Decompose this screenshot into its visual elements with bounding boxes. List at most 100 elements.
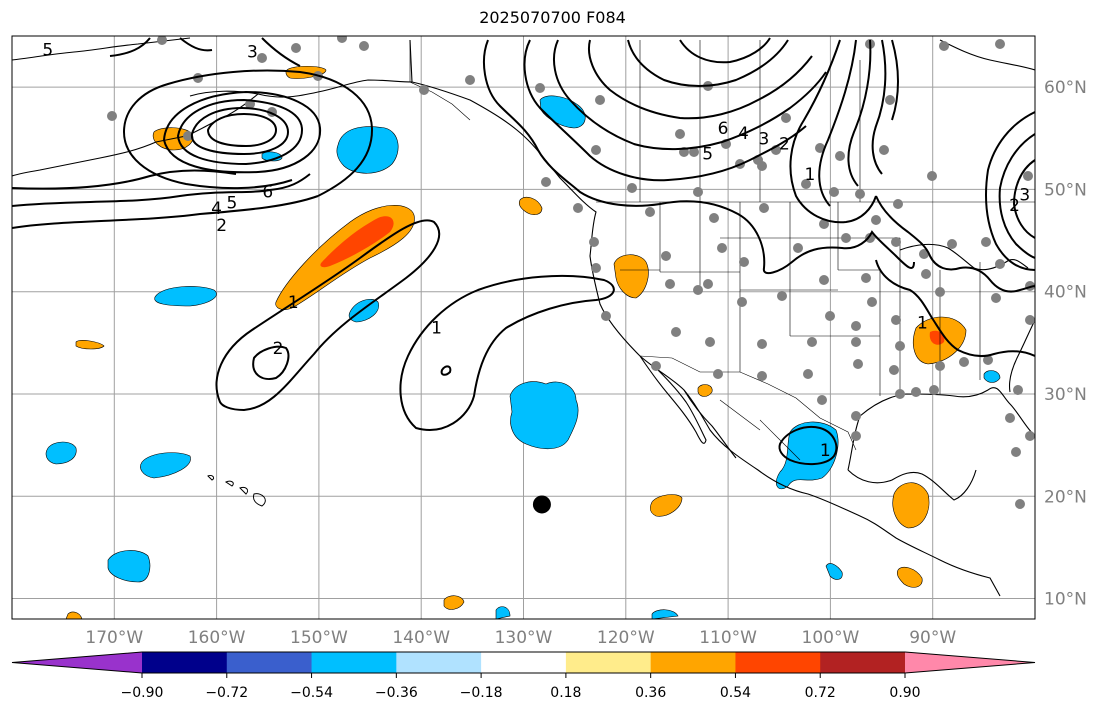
strong-positive-anomaly-patch <box>929 330 945 345</box>
strong-positive-anomaly-patch <box>320 216 394 268</box>
contour-line <box>588 39 813 120</box>
negative-anomaly-patch <box>825 563 843 580</box>
contour-line <box>891 39 899 121</box>
contour-line <box>998 133 1035 259</box>
negative-anomaly-patch <box>45 441 77 465</box>
contour-label: 3 <box>1019 186 1030 206</box>
negative-anomaly-patch <box>154 286 217 307</box>
contour-line <box>778 426 838 466</box>
latitude-tick-label: 10°N <box>1044 590 1087 610</box>
contour-label: 2 <box>273 339 284 359</box>
contour-label: 5 <box>702 145 713 165</box>
position-marker-layer <box>532 495 551 514</box>
contour-label: 3 <box>247 42 258 62</box>
latitude-tick-label: 40°N <box>1044 283 1087 303</box>
contour-line <box>875 259 1035 358</box>
positive-anomaly-patch <box>613 254 649 299</box>
latitude-tick-labels: 60°N 50°N 40°N 30°N 20°N 10°N <box>1044 78 1087 609</box>
positive-anomaly-patch <box>75 340 105 350</box>
colorbar-tick-label: −0.54 <box>290 685 333 701</box>
positive-anomaly-patch <box>892 482 930 529</box>
alaska-canada-border <box>409 40 471 121</box>
negative-anomaly-patch <box>348 299 379 323</box>
contour-label: 4 <box>738 124 749 144</box>
colorbar <box>11 651 1036 674</box>
colorbar-segment <box>735 652 821 673</box>
contour-line <box>206 112 278 148</box>
colorbar-tick-label: −0.72 <box>205 685 248 701</box>
contour-line <box>109 37 213 57</box>
contour-label: 5 <box>227 194 238 214</box>
longitude-tick-label: 160°W <box>188 628 246 648</box>
colorbar-tick-label: −0.90 <box>121 685 164 701</box>
colorbar-tick-label: 0.36 <box>635 685 666 701</box>
colorbar-segment <box>650 652 736 673</box>
longitude-tick-label: 90°W <box>909 628 956 648</box>
contour-label: 2 <box>1009 196 1020 216</box>
positive-anomaly-patch <box>697 384 713 397</box>
negative-anomaly-patch <box>495 606 511 619</box>
contour-label: 6 <box>262 182 273 202</box>
baja-california <box>639 355 707 444</box>
latitude-tick-label: 30°N <box>1044 385 1087 405</box>
colorbar-tick-label: −0.36 <box>375 685 418 701</box>
station-dots <box>107 36 1035 509</box>
contour-line <box>679 37 771 64</box>
contour-line <box>789 39 877 224</box>
contour-label: 4 <box>211 199 222 219</box>
contour-label: 1 <box>820 441 831 461</box>
negative-anomaly-patch <box>140 452 191 479</box>
contour-line <box>1012 159 1035 239</box>
contour-label: 1 <box>805 165 816 185</box>
contour-line <box>215 219 441 412</box>
contour-label: 1 <box>288 293 299 313</box>
contour-line <box>176 98 304 166</box>
latitude-tick-label: 60°N <box>1044 78 1087 98</box>
colorbar-segment <box>226 652 313 673</box>
contour-line <box>12 173 311 207</box>
map-frame <box>11 35 1036 620</box>
colorbar-segment <box>142 652 228 673</box>
colorbar-extend-high <box>905 652 1035 673</box>
contour-label: 1 <box>917 313 928 333</box>
negative-anomaly-patch <box>539 95 586 129</box>
contour-label: 3 <box>758 129 769 149</box>
map-title: 2025070700 F084 <box>479 8 626 27</box>
contour-line <box>261 37 301 67</box>
positive-anomaly-patch <box>649 494 683 517</box>
gulf-of-california <box>683 389 737 459</box>
colorbar-tick-labels: −0.90 −0.72 −0.54 −0.36 −0.18 0.18 0.36 0.54 0.7… <box>121 673 921 701</box>
contour-line <box>252 345 290 380</box>
longitude-tick-label: 100°W <box>802 628 860 648</box>
latitude-tick-label: 50°N <box>1044 180 1087 200</box>
contour-line <box>483 39 915 275</box>
negative-anomaly-patch <box>509 381 579 450</box>
alaska-south-coast <box>189 79 413 98</box>
colorbar-segment <box>481 652 567 673</box>
contour-line <box>847 39 872 187</box>
positive-anomaly-patch <box>896 566 923 588</box>
contour-lines <box>12 37 1035 466</box>
negative-anomaly-patch <box>983 370 1001 383</box>
colorbar-tick-label: 0.18 <box>550 685 581 701</box>
contour-label: 6 <box>718 119 729 139</box>
colorbar-segment <box>311 652 397 673</box>
positive-anomaly-patch <box>518 196 543 215</box>
longitude-tick-label: 110°W <box>699 628 757 648</box>
colorbar-tick-label: −0.18 <box>460 685 503 701</box>
state-line <box>620 202 981 396</box>
colorbar-segment <box>396 652 482 673</box>
us-mexico-border <box>639 355 857 451</box>
longitude-tick-label: 150°W <box>290 628 348 648</box>
contour-line <box>12 195 319 229</box>
contour-line <box>875 195 1035 293</box>
contour-line <box>440 365 452 376</box>
contour-line <box>12 169 237 190</box>
contour-line <box>985 111 1035 271</box>
contour-line <box>553 39 827 151</box>
colorbar-tick-label: 0.54 <box>720 685 751 701</box>
contour-line <box>122 69 374 197</box>
longitude-tick-label: 130°W <box>495 628 553 648</box>
great-lakes <box>899 243 1029 271</box>
